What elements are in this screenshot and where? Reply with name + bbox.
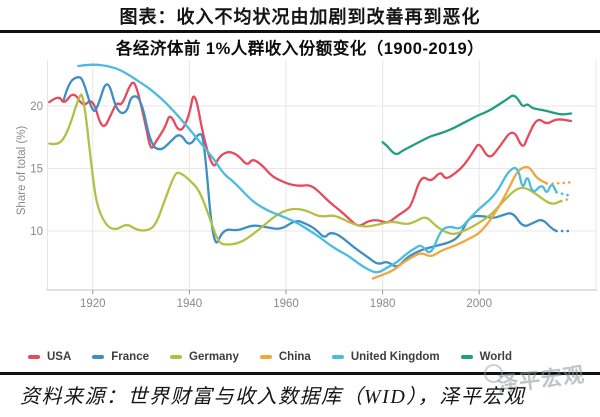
source-note: 资料来源：世界财富与收入数据库（WID），泽平宏观 [20,386,526,408]
legend-swatch-icon [28,355,40,359]
legend-label: USA [47,351,72,363]
y-axis-title: Share of total (%) [16,126,28,216]
top-divider [0,30,600,33]
legend-item-germany: Germany [170,351,239,363]
watermark-logo-icon [484,364,503,383]
legend-item-usa: USA [28,351,71,363]
x-tick-label: 1980 [370,298,396,310]
x-tick-label: 1920 [80,298,106,310]
legend-swatch-icon [460,355,473,359]
series-line-china [371,165,548,280]
series-line-france [62,76,558,268]
figure-title: 图表：收入不均状况由加剧到改善再到恶化 [119,7,481,27]
bottom-divider [0,372,600,375]
y-tick-label: 15 [30,164,43,176]
legend-swatch-icon [170,355,182,359]
x-tick-label: 1940 [177,298,203,310]
y-tick-label: 10 [30,226,43,238]
legend-item-world: World [460,351,512,363]
legend-label: France [111,351,149,363]
series-line-dotted-china [545,181,573,185]
legend-label: United Kingdom [350,351,440,363]
x-tick-label: 1960 [273,298,299,310]
series-line-world [381,94,573,156]
legend-swatch-icon [92,355,105,359]
legend-item-china: China [259,351,311,363]
series-line-usa [48,81,573,227]
legend-swatch-icon [259,355,272,359]
chart-canvas: 1920 1940 1960 1980 2000 10 15 20 Share of total… [16,60,597,310]
legend-label: World [479,351,512,363]
series-line-dotted-united-kingdom [555,191,573,198]
y-tick-label: 20 [30,101,43,113]
chart-title: 各经济体前 1%人群收入份额变化（1900-2019） [115,40,485,58]
legend-item-france: France [92,351,149,363]
series-line-germany [48,93,563,246]
legend-swatch-icon [331,355,344,359]
legend-item-united-kingdom: United Kingdom [331,351,440,363]
x-tick-label: 2000 [466,298,492,310]
line-chart: 1920 1940 1960 1980 2000 10 15 20 Share of total… [0,58,600,314]
series-line-united-kingdom [77,63,558,274]
legend-label: China [278,351,311,363]
series-line-dotted-germany [560,197,573,203]
chart-legend: USA France Germany China United Kingdom World [28,349,600,365]
legend-label: Germany [189,351,239,363]
